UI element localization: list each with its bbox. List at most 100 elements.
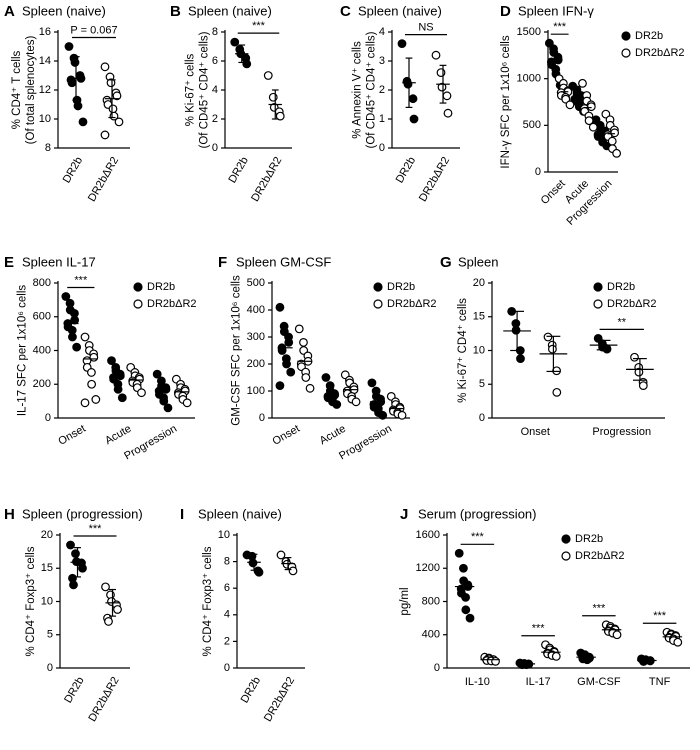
- y-tick-label: 6: [224, 582, 230, 594]
- data-point: [107, 356, 116, 366]
- significance-label: ***: [471, 531, 485, 543]
- data-point: [70, 58, 80, 67]
- y-tick-label: 14: [39, 55, 51, 67]
- panel-title: Spleen GM-CSF: [236, 254, 331, 269]
- data-point: [117, 393, 127, 403]
- x-tick-label: DR2bΔR2: [417, 155, 452, 204]
- data-point: [443, 108, 453, 118]
- legend-marker: [133, 299, 143, 309]
- data-point: [403, 79, 413, 89]
- significance-label: **: [617, 316, 626, 328]
- x-tick-label: TNF: [649, 676, 671, 688]
- data-point: [516, 354, 525, 364]
- data-point: [114, 117, 124, 127]
- y-axis-label: IL-17 SFC per 1x10⁶ cells: [17, 285, 29, 417]
- y-tick-label: 6: [212, 55, 218, 67]
- y-tick-label: 0: [434, 662, 440, 674]
- data-point: [78, 117, 88, 127]
- data-point: [275, 381, 285, 391]
- significance-label: ***: [532, 623, 546, 635]
- data-point: [588, 122, 598, 132]
- y-tick-label: 10: [473, 344, 485, 356]
- x-tick-label: Progression: [337, 423, 394, 463]
- data-point: [87, 368, 96, 377]
- data-point: [378, 410, 388, 420]
- panel-letter: B: [170, 3, 181, 20]
- data-point: [294, 324, 304, 334]
- panel-letter: D: [500, 3, 511, 20]
- data-point: [104, 617, 113, 626]
- data-point: [159, 396, 169, 406]
- data-point: [137, 388, 146, 398]
- significance-label: ***: [553, 21, 567, 33]
- data-point: [80, 332, 90, 342]
- data-point: [91, 395, 101, 404]
- panel-title: Spleen (naive): [188, 3, 272, 18]
- data-point: [461, 592, 471, 602]
- data-point: [230, 37, 240, 47]
- y-tick-label: 20: [41, 529, 53, 541]
- y-tick-label: 500: [247, 277, 265, 289]
- data-point: [276, 550, 286, 560]
- y-tick-label: 300: [247, 331, 265, 343]
- panel-letter: I: [180, 506, 184, 523]
- y-tick-label: 0: [259, 412, 265, 424]
- y-tick-label: 5: [479, 378, 485, 390]
- data-point: [286, 367, 296, 377]
- data-point: [332, 400, 342, 409]
- y-axis-label: (Of CD45⁺ CD4⁺ cells): [366, 31, 378, 148]
- panel-letter: E: [4, 254, 14, 271]
- x-tick-label: DR2bΔR2: [262, 675, 297, 724]
- data-point: [491, 656, 500, 666]
- legend-label: DR2b: [147, 281, 175, 293]
- data-point: [321, 373, 331, 382]
- legend-label: DR2b: [575, 533, 603, 545]
- data-point: [397, 410, 407, 420]
- data-point: [182, 398, 192, 408]
- data-point: [351, 397, 361, 407]
- panel-title: Spleen (progression): [22, 506, 143, 521]
- significance-label: P = 0.067: [70, 24, 117, 36]
- y-tick-label: 2: [224, 635, 230, 647]
- y-tick-label: 10: [39, 113, 51, 125]
- data-point: [113, 384, 123, 394]
- x-tick-label: IL-17: [526, 676, 551, 688]
- data-point: [602, 344, 612, 354]
- panel-title: Spleen IFN-γ: [518, 3, 594, 18]
- data-point: [397, 39, 407, 48]
- data-point: [112, 91, 122, 101]
- y-tick-label: 0: [45, 412, 51, 424]
- y-tick-label: 0: [47, 662, 53, 674]
- x-tick-label: Acute: [103, 423, 133, 447]
- significance-label: ***: [592, 603, 606, 615]
- data-point: [409, 114, 419, 124]
- y-axis-label: (Of total splenocytes): [25, 36, 37, 145]
- data-point: [284, 338, 294, 347]
- data-point: [67, 78, 77, 88]
- data-point: [299, 338, 308, 347]
- y-tick-label: 4: [379, 26, 385, 38]
- y-tick-label: 800: [422, 595, 440, 607]
- y-axis-label: % Ki-67⁺ CD4⁺ cells: [457, 298, 469, 403]
- panel-title: Spleen IL-17: [22, 254, 96, 269]
- data-point: [607, 136, 617, 146]
- data-point: [578, 78, 587, 88]
- y-tick-label: 1: [379, 113, 385, 125]
- data-point: [66, 540, 75, 550]
- data-point: [68, 332, 77, 342]
- legend-label: DR2bΔR2: [147, 298, 197, 310]
- x-tick-label: DR2b: [61, 155, 85, 185]
- y-tick-label: 15: [473, 311, 485, 323]
- y-tick-label: 8: [45, 142, 51, 154]
- data-point: [113, 605, 122, 614]
- data-point: [437, 82, 447, 92]
- data-point: [459, 563, 468, 573]
- data-point: [461, 605, 471, 615]
- y-tick-label: 200: [247, 358, 265, 370]
- y-tick-label: 3: [379, 55, 385, 67]
- y-tick-label: 4: [212, 84, 218, 96]
- data-point: [431, 50, 441, 60]
- x-tick-label: Onset: [521, 426, 550, 438]
- data-point: [639, 656, 649, 666]
- data-point: [282, 359, 291, 369]
